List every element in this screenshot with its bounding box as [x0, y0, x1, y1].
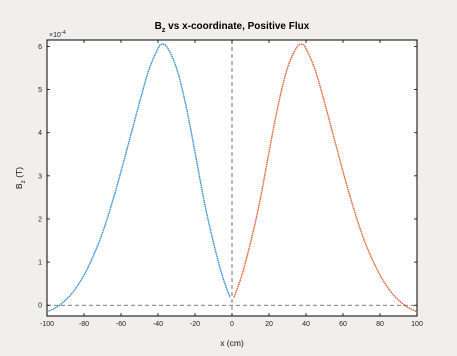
chart-title: Bz vs x-coordinate, Positive Flux [155, 21, 310, 34]
y-tick-label: 1 [38, 260, 42, 267]
x-tick-label: -80 [79, 321, 89, 328]
reference-lines [47, 40, 417, 316]
x-tick-label: -60 [116, 321, 126, 328]
title-subscript: z [162, 27, 166, 34]
title-rest: vs x-coordinate, Positive Flux [165, 21, 309, 32]
y-multiplier-exponent: -4 [61, 30, 66, 36]
series-line-right [233, 43, 418, 313]
y-tick-label: 4 [38, 130, 42, 137]
x-tick-label: -100 [40, 321, 54, 328]
y-axis-label: Bz (T) [14, 167, 27, 189]
y-tick-label: 2 [38, 216, 42, 223]
x-tick-label: 40 [302, 321, 310, 328]
x-tick-label: 60 [339, 321, 347, 328]
y-multiplier-base: ×10 [49, 32, 61, 39]
x-tick-label: 20 [265, 321, 273, 328]
axis-ticks: -100 -80 -60 -40 -20 0 20 40 60 80 100 0 1 2 3 4 5 6 [38, 40, 423, 328]
y-tick-label: 5 [38, 87, 42, 94]
x-tick-label: 100 [411, 321, 423, 328]
y-label-subscript: z [20, 180, 27, 183]
title-symbol: B [155, 21, 162, 32]
x-tick-label: -40 [153, 321, 163, 328]
series-line-left [46, 43, 231, 313]
y-label-unit: (T) [14, 167, 24, 180]
x-tick-label: 80 [376, 321, 384, 328]
x-axis-label: x (cm) [220, 338, 244, 348]
y-tick-label: 6 [38, 44, 42, 51]
series-layer [46, 43, 418, 313]
y-tick-label: 3 [38, 173, 42, 180]
x-tick-label: 0 [230, 321, 234, 328]
y-tick-label: 0 [38, 303, 42, 310]
y-label-symbol: B [14, 183, 24, 189]
y-multiplier: ×10-4 [49, 30, 66, 39]
x-tick-label: -20 [190, 321, 200, 328]
